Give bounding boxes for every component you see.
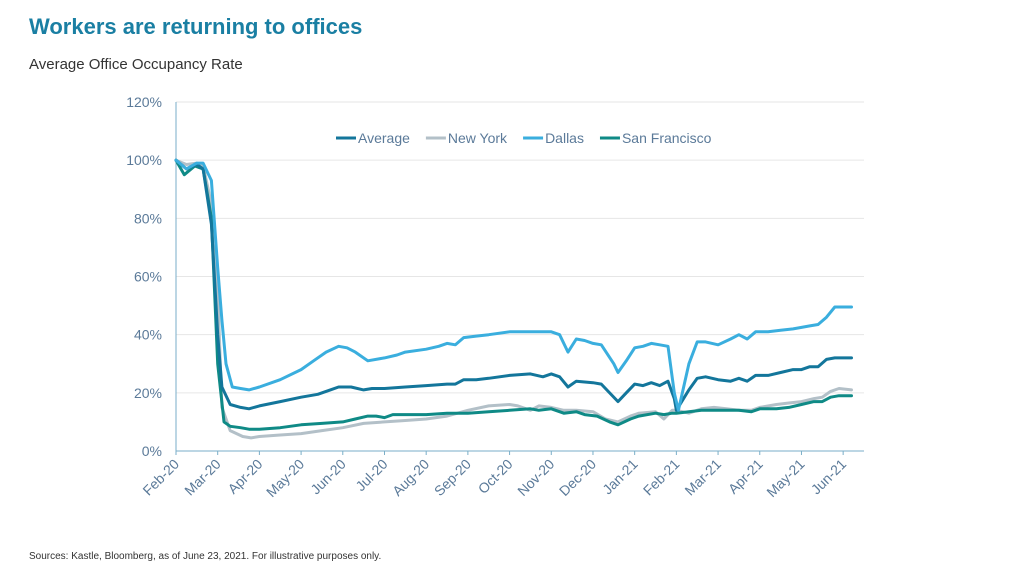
- y-tick-label: 80%: [134, 210, 162, 226]
- x-tick-label: Mar-21: [682, 456, 725, 499]
- x-tick-label: Jul-20: [352, 456, 390, 494]
- series-lines: [174, 158, 853, 440]
- x-tick-label: Nov-20: [514, 456, 557, 499]
- x-tick-label: Feb-21: [640, 456, 683, 499]
- x-tick-label: Sep-20: [431, 456, 474, 499]
- legend-label: Average: [358, 130, 410, 146]
- y-tick-label: 100%: [126, 152, 162, 168]
- series-line-new-york: [174, 158, 853, 440]
- y-tick-label: 20%: [134, 385, 162, 401]
- x-tick-label: Apr-20: [224, 456, 265, 497]
- x-tick-label: Mar-20: [181, 456, 224, 499]
- y-tick-label: 40%: [134, 327, 162, 343]
- x-tick-label: Oct-20: [475, 456, 516, 497]
- y-tick-label: 0%: [142, 443, 162, 459]
- x-tick-label: May-21: [763, 456, 807, 500]
- y-tick-label: 60%: [134, 269, 162, 285]
- x-tick-label: Jun-21: [808, 456, 850, 498]
- x-tick-label: Feb-20: [139, 456, 182, 499]
- x-tick-label: Aug-20: [389, 456, 432, 499]
- x-tick-label: Jan-21: [599, 456, 641, 498]
- x-tick-label: Dec-20: [556, 456, 599, 499]
- y-tick-label: 120%: [126, 94, 162, 110]
- legend-label: Dallas: [545, 130, 584, 146]
- gridlines: [176, 101, 864, 394]
- legend-label: New York: [448, 130, 508, 146]
- axes: 0% 20% 40% 60% 80% 100% 120% Feb-20 Mar-20 Apr-20…: [126, 94, 864, 500]
- x-tick-label: Apr-21: [725, 456, 766, 497]
- x-tick-label: May-20: [263, 456, 307, 500]
- legend-label: San Francisco: [622, 130, 712, 146]
- series-line-dallas: [174, 158, 853, 412]
- chart-subtitle: Average Office Occupancy Rate: [29, 56, 243, 73]
- series-line-san-francisco: [174, 158, 853, 431]
- series-line-average: [174, 158, 853, 412]
- chart-title: Workers are returning to offices: [29, 14, 363, 39]
- line-chart: 0% 20% 40% 60% 80% 100% 120% Feb-20 Mar-20 Apr-20…: [126, 94, 864, 500]
- source-footnote: Sources: Kastle, Bloomberg, as of June 2…: [29, 551, 382, 562]
- x-tick-label: Jun-20: [307, 456, 349, 498]
- legend: Average New York Dallas San Francisco: [336, 130, 712, 146]
